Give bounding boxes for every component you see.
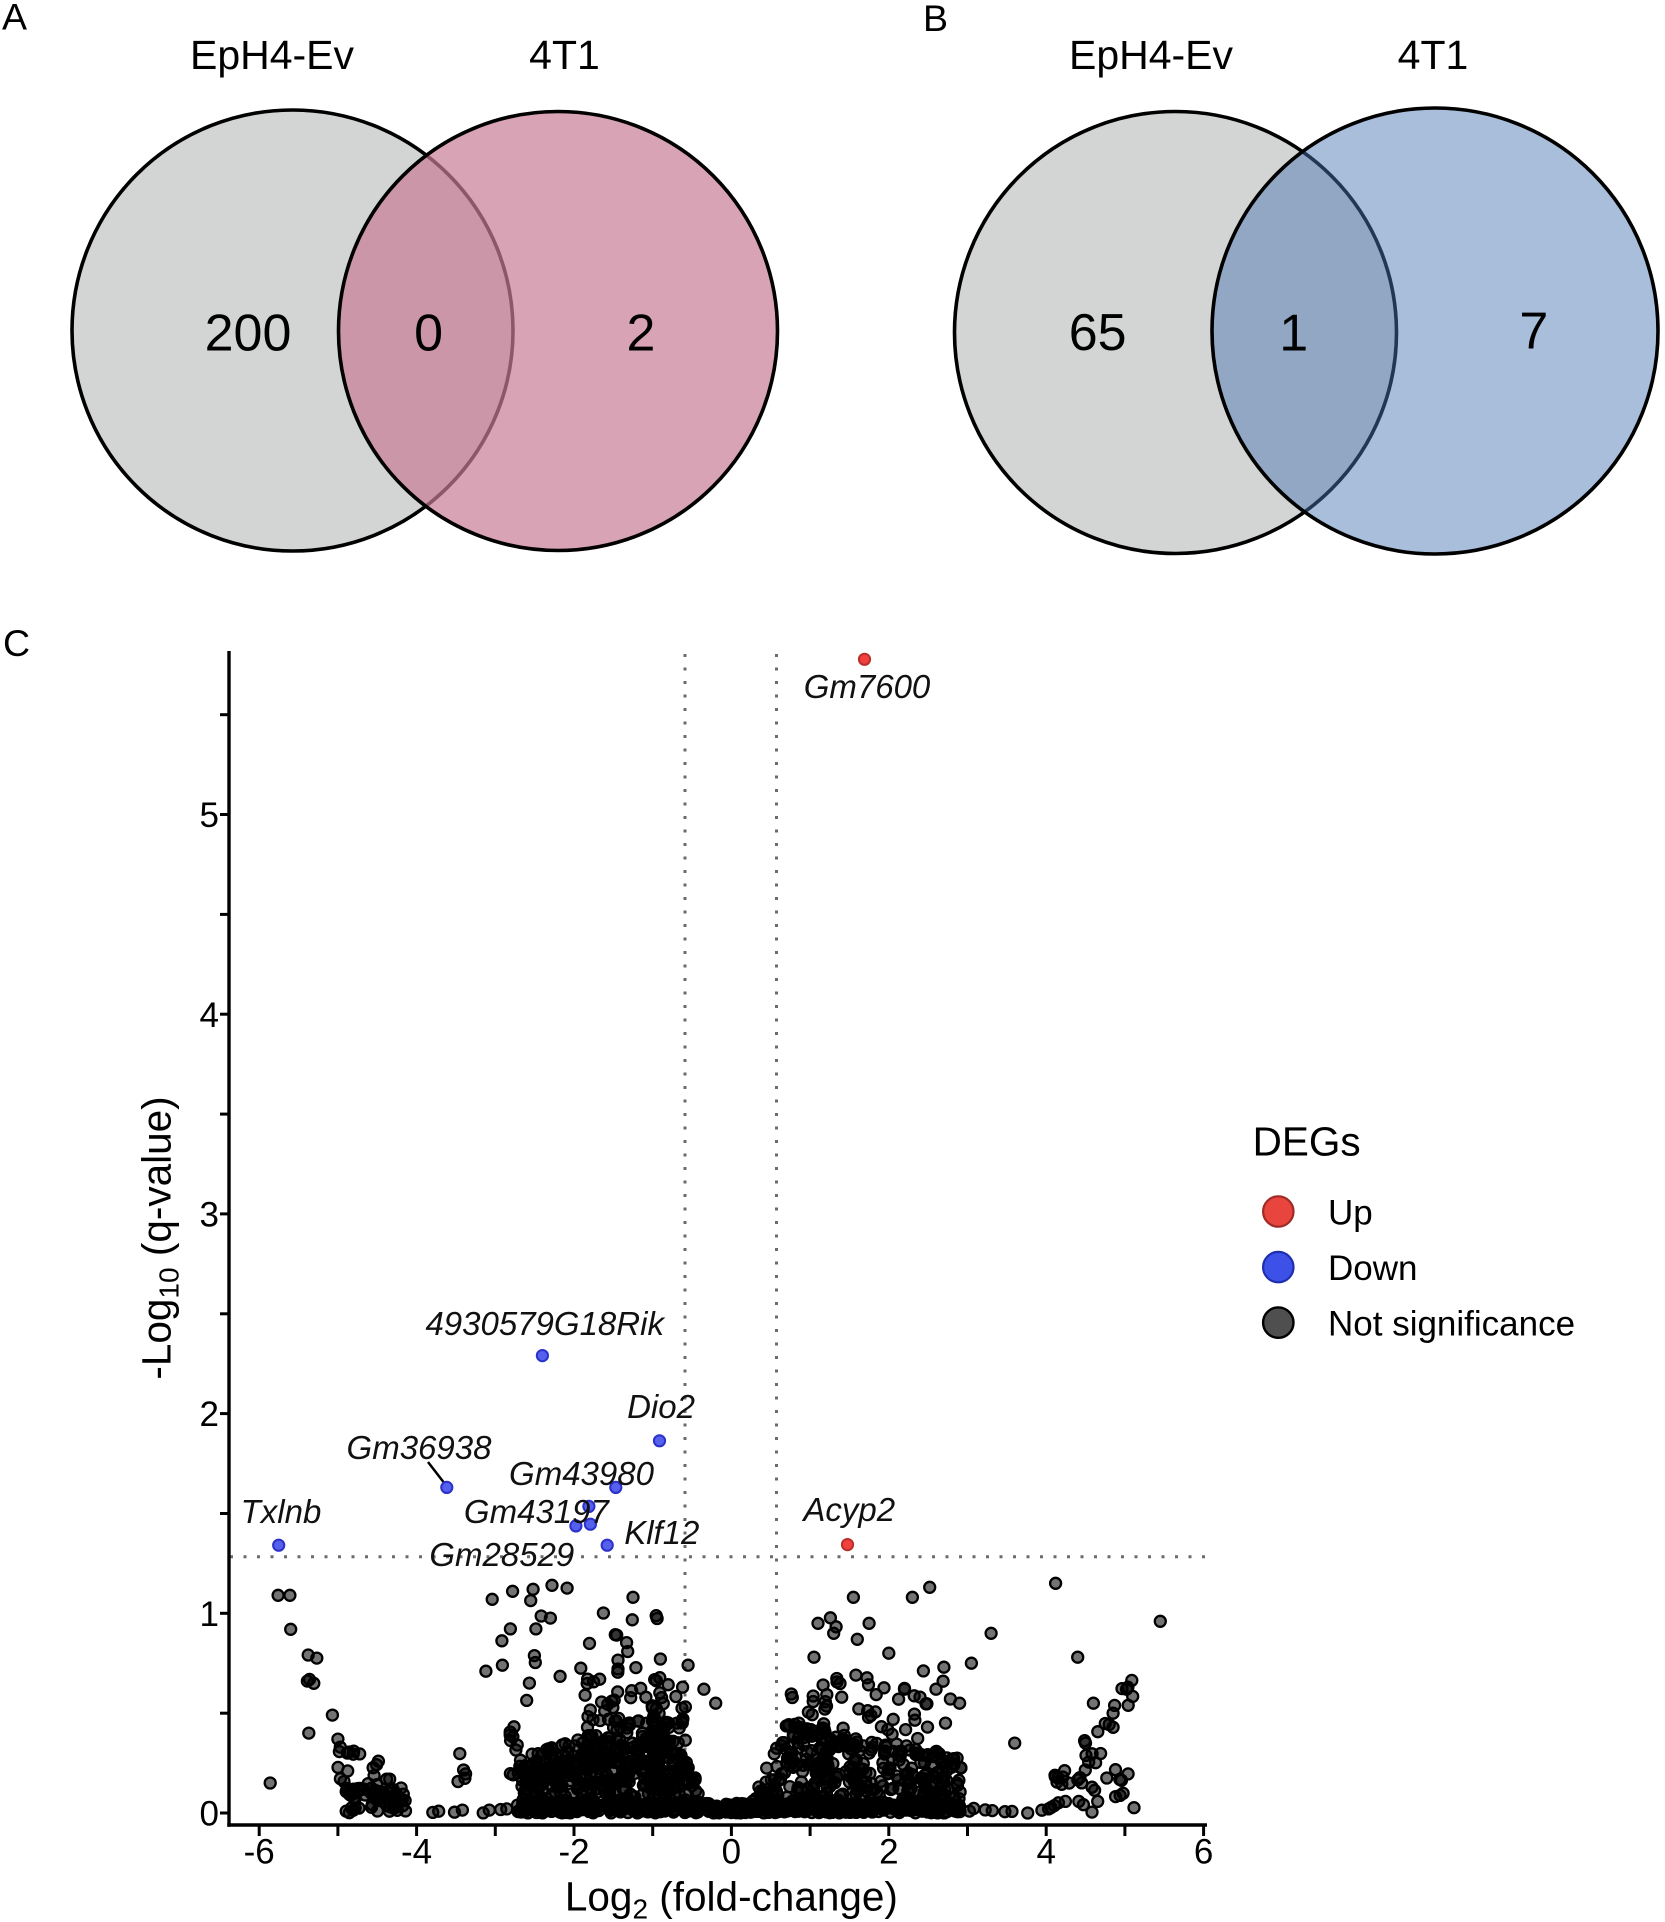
svg-text:7: 7	[1519, 303, 1548, 361]
svg-text:4T1: 4T1	[1398, 32, 1469, 78]
svg-text:2: 2	[200, 1395, 219, 1434]
svg-text:Klf12: Klf12	[624, 1514, 699, 1551]
svg-text:4930579G18Rik: 4930579G18Rik	[425, 1305, 665, 1342]
svg-text:B: B	[923, 0, 948, 39]
svg-text:2: 2	[627, 305, 656, 363]
svg-text:Gm43980: Gm43980	[509, 1455, 655, 1492]
svg-text:1: 1	[1279, 304, 1308, 362]
svg-text:4: 4	[200, 996, 219, 1035]
svg-text:Down: Down	[1328, 1249, 1417, 1288]
svg-text:-4: -4	[401, 1833, 432, 1872]
svg-text:0: 0	[414, 305, 443, 363]
svg-text:C: C	[3, 622, 30, 664]
svg-text:4T1: 4T1	[529, 32, 600, 78]
svg-text:EpH4-Ev: EpH4-Ev	[1069, 32, 1234, 78]
svg-text:5: 5	[200, 796, 219, 835]
svg-text:Gm28529: Gm28529	[429, 1536, 574, 1573]
svg-text:1: 1	[200, 1595, 219, 1634]
svg-text:Txlnb: Txlnb	[241, 1493, 322, 1530]
svg-text:Gm36938: Gm36938	[347, 1429, 493, 1466]
svg-text:Not significance: Not significance	[1328, 1304, 1575, 1343]
svg-text:Log2 (fold-change): Log2 (fold-change)	[565, 1874, 898, 1922]
svg-text:3: 3	[200, 1196, 219, 1235]
svg-text:2: 2	[879, 1833, 898, 1872]
svg-text:0: 0	[722, 1833, 741, 1872]
svg-text:-2: -2	[558, 1833, 589, 1872]
svg-text:Acyp2: Acyp2	[801, 1491, 895, 1528]
svg-text:200: 200	[205, 305, 292, 363]
svg-text:Up: Up	[1328, 1193, 1373, 1232]
svg-text:65: 65	[1069, 304, 1127, 362]
svg-text:Gm43197: Gm43197	[464, 1493, 611, 1530]
svg-text:4: 4	[1036, 1833, 1055, 1872]
svg-text:Dio2: Dio2	[627, 1388, 695, 1425]
svg-text:Gm7600: Gm7600	[804, 668, 931, 705]
svg-text:-6: -6	[244, 1833, 275, 1872]
svg-text:EpH4-Ev: EpH4-Ev	[190, 32, 355, 78]
svg-text:0: 0	[200, 1795, 219, 1834]
svg-text:DEGs: DEGs	[1253, 1118, 1361, 1164]
svg-text:A: A	[2, 0, 27, 38]
svg-text:-Log10 (q-value): -Log10 (q-value)	[134, 1096, 185, 1379]
svg-text:6: 6	[1194, 1833, 1213, 1872]
